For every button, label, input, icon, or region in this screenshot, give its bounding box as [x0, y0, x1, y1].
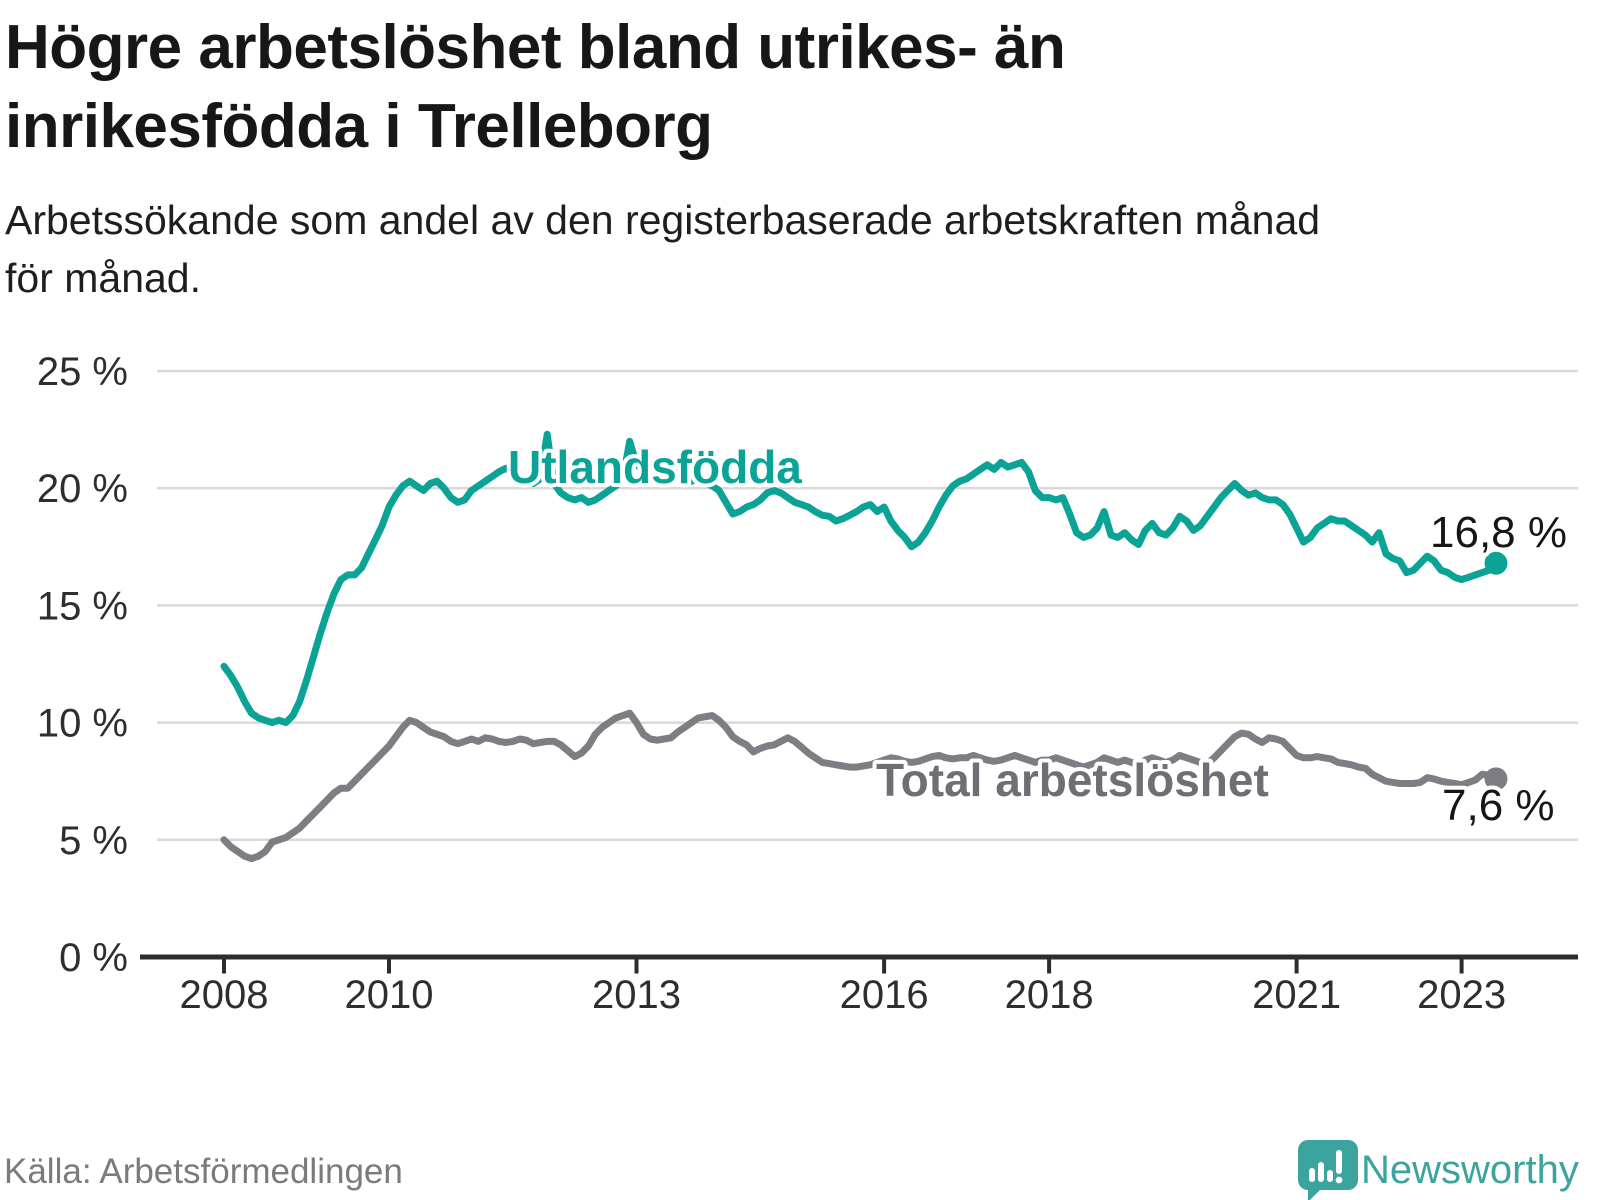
- x-axis-label-2023: 2023: [1417, 973, 1506, 1017]
- series-end-dot-utlandsfodda: [1484, 551, 1508, 575]
- newsworthy-logo-icon: [1298, 1140, 1358, 1200]
- end-value-label-total: 7,6 %: [1442, 781, 1555, 830]
- x-axis-tick-2021: [1294, 959, 1299, 974]
- gridline-10: [157, 721, 1578, 724]
- x-axis-label-2013: 2013: [592, 973, 681, 1017]
- x-axis-tick-2010: [387, 959, 391, 974]
- x-axis-label-2021: 2021: [1252, 973, 1341, 1017]
- data-lines: [220, 430, 1508, 863]
- series-label-utlandsfodda: Utlandsfödda: [508, 441, 802, 493]
- x-axis-line: [140, 954, 1578, 960]
- chart-subtitle-line-2: för månad.: [5, 254, 201, 301]
- y-axis-label-0: 0 %: [59, 936, 128, 980]
- x-axis-tick-2013: [634, 959, 639, 974]
- x-axis-tick-2018: [1047, 959, 1052, 974]
- x-axis-label-2008: 2008: [180, 973, 269, 1017]
- series-line-total: [220, 709, 1500, 863]
- x-axis-label-2018: 2018: [1005, 973, 1094, 1017]
- chart-title-line-1: Högre arbetslöshet bland utrikes- än: [5, 13, 1066, 82]
- gridline-5: [157, 838, 1578, 841]
- gridlines: [157, 369, 1578, 841]
- y-axis-label-10: 10 %: [37, 702, 128, 746]
- chart-subtitle-line-1: Arbetssökande som andel av den registerb…: [5, 196, 1321, 243]
- y-axis-label-5: 5 %: [59, 819, 128, 863]
- gridline-15: [157, 604, 1578, 607]
- newsworthy-logo-text: Newsworthy: [1361, 1148, 1579, 1192]
- y-axis-label-15: 15 %: [37, 584, 128, 628]
- x-axis-label-2010: 2010: [345, 973, 434, 1017]
- axes: 25 % 20 % 15 % 10 % 5 % 0 % 2008 2010 2013 2016 20…: [37, 350, 1578, 1017]
- x-axis-tick-2016: [882, 959, 887, 974]
- x-axis-tick-2008: [222, 959, 226, 974]
- x-axis-tick-2023: [1459, 959, 1464, 974]
- series-label-total-arbetsloshet: Total arbetslöshet: [876, 754, 1269, 806]
- chart-title: Högre arbetslöshet bland utrikes- än inr…: [5, 8, 1565, 167]
- gridline-25: [157, 369, 1578, 373]
- chart-title-line-2: inrikesfödda i Trelleborg: [5, 92, 713, 162]
- x-axis-label-2016: 2016: [840, 973, 929, 1017]
- logo-speech-bubble: [1298, 1140, 1358, 1200]
- source-note: Källa: Arbetsförmedlingen: [4, 1152, 403, 1191]
- chart-labels: Utlandsfödda Total arbetslöshet 16,8 % 7,6 …: [504, 437, 1571, 834]
- gridline-20: [157, 486, 1578, 490]
- end-value-label-utlandsfodda: 16,8 %: [1430, 508, 1567, 557]
- header: Högre arbetslöshet bland utrikes- än inr…: [5, 8, 1565, 307]
- series-line-utlandsfodda: [220, 430, 1500, 727]
- newsworthy-logo: Newsworthy: [1295, 1138, 1579, 1200]
- y-axis-label-20: 20 %: [37, 467, 128, 511]
- logo-bar-chart-icon: [1309, 1150, 1343, 1184]
- chart-subtitle: Arbetssökande som andel av den registerb…: [5, 191, 1565, 307]
- y-axis-label-25: 25 %: [37, 350, 128, 394]
- series-end-dot-total: [1484, 767, 1508, 791]
